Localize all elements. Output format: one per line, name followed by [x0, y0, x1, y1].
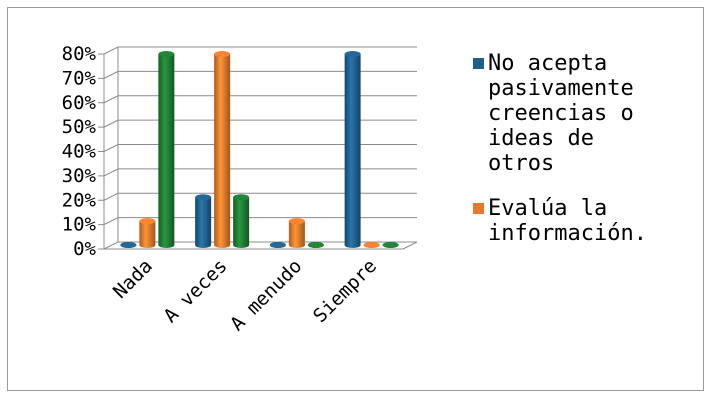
legend-label: pasivamente [488, 76, 634, 101]
bar [139, 218, 156, 248]
bar [269, 242, 286, 248]
legend-label: información. [488, 221, 647, 246]
y-tick-label: 10% [62, 214, 97, 236]
y-tick-label: 80% [62, 43, 97, 65]
legend-swatch [473, 58, 484, 69]
y-tick-label: 60% [62, 92, 97, 114]
y-tick-label: 30% [62, 165, 97, 187]
bar [195, 194, 212, 248]
floor-edge [402, 241, 418, 250]
y-tick-label: 0% [73, 238, 96, 260]
bar [288, 218, 305, 248]
bar [344, 51, 361, 248]
bar [307, 242, 324, 248]
y-tick-label: 70% [62, 67, 97, 89]
gridline [103, 144, 417, 152]
legend-label: otros [488, 151, 554, 176]
legend-label: No acepta [488, 51, 607, 76]
bar [120, 242, 137, 248]
bar [214, 51, 231, 248]
y-tick-label: 40% [62, 141, 97, 163]
gridline [103, 119, 417, 128]
bar [382, 242, 399, 248]
legend-label: creencias o [488, 101, 634, 126]
bars [120, 51, 399, 248]
legend-swatch [473, 203, 484, 214]
gridline [103, 46, 417, 55]
x-category-label: Siempre [309, 255, 381, 327]
y-tick-label: 20% [62, 189, 97, 211]
bar-chart: 0%10% 20%30%40% 50%60% 70%80% Nada A vecesA … [62, 43, 647, 335]
gridline [103, 192, 417, 201]
legend-label: Evalúa la [488, 196, 607, 221]
chart-frame: 0% 10% 20% 30% 40% 50% 60% 70% 80% Nada A veces A … [7, 7, 704, 391]
legend-label: ideas de [488, 126, 594, 151]
x-category-label: A veces [159, 255, 231, 327]
bar [363, 242, 380, 248]
x-category-label: A menudo [226, 255, 306, 335]
gridline [103, 70, 417, 79]
gridline [103, 95, 417, 104]
y-axis-ticks: 0%10% 20%30%40% 50%60% 70%80% [62, 43, 104, 260]
gridlines [103, 46, 418, 250]
y-tick-label: 50% [62, 116, 97, 138]
gridline [103, 168, 417, 177]
x-category-label: Nada [109, 255, 157, 303]
bar [233, 194, 250, 248]
bar [158, 51, 175, 248]
